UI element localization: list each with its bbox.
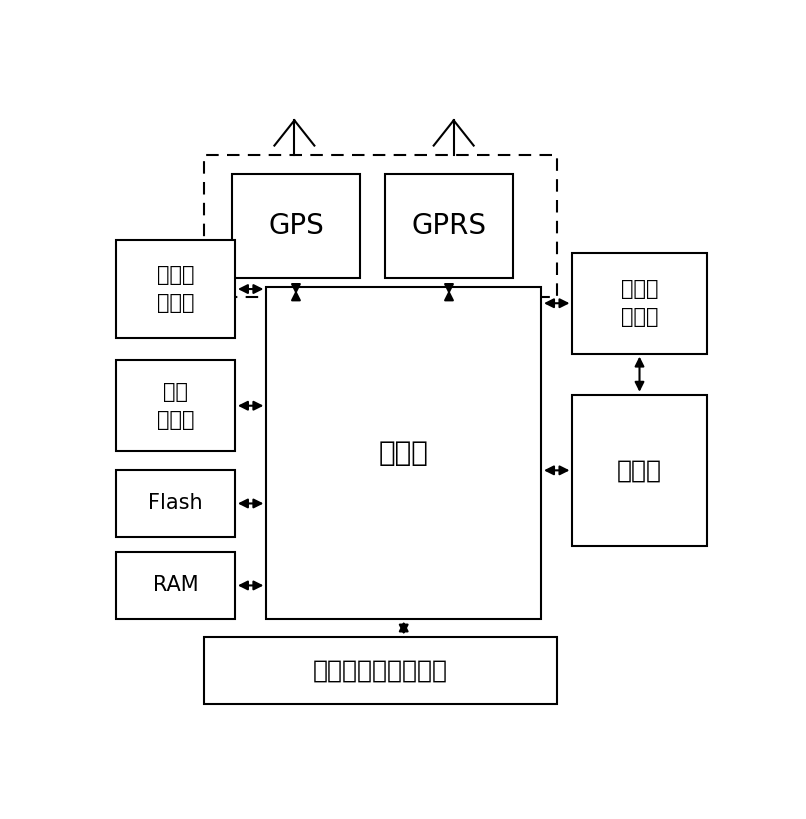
Text: 触摸屏
控制器: 触摸屏 控制器 — [621, 279, 659, 328]
Text: 加速度
传感器: 加速度 传感器 — [157, 265, 194, 313]
Bar — [204, 155, 557, 297]
Bar — [116, 240, 235, 338]
Text: 供电及採电保护单元: 供电及採电保护单元 — [313, 658, 448, 682]
Bar — [572, 395, 707, 546]
Text: Flash: Flash — [148, 494, 203, 514]
Text: 税控
打印机: 税控 打印机 — [157, 382, 194, 430]
Bar — [572, 253, 707, 354]
Bar — [116, 552, 235, 618]
Text: GPS: GPS — [268, 212, 324, 240]
Text: 触摸屏: 触摸屏 — [617, 459, 662, 482]
Bar — [266, 287, 541, 618]
Bar — [116, 360, 235, 451]
Bar — [232, 174, 360, 278]
Bar — [385, 174, 513, 278]
Bar — [204, 637, 557, 704]
Text: RAM: RAM — [153, 576, 198, 595]
Bar — [116, 470, 235, 536]
Text: GPRS: GPRS — [412, 212, 487, 240]
Text: 处理器: 处理器 — [379, 439, 429, 467]
